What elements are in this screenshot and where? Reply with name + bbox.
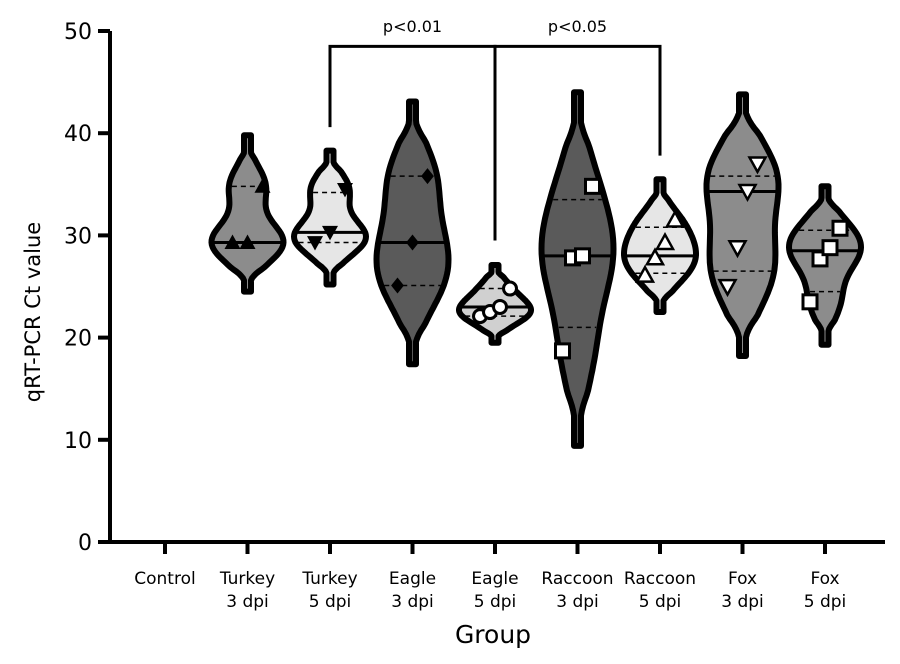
data-point-triangle bbox=[307, 236, 323, 251]
violins-layer bbox=[208, 89, 864, 449]
data-point-circle bbox=[492, 298, 508, 315]
x-tick-label-line2: 5 dpi bbox=[639, 592, 682, 612]
x-tick-label-line2: 3 dpi bbox=[391, 592, 434, 612]
y-tick-label: 50 bbox=[64, 20, 92, 45]
significance-label: p<0.05 bbox=[548, 17, 607, 36]
x-tick-label: Raccoon bbox=[541, 569, 613, 589]
x-tick-label: Fox bbox=[728, 569, 757, 589]
data-point-triangle-open bbox=[644, 247, 666, 266]
data-point-diamond bbox=[421, 168, 434, 185]
x-tick-label-line2: 5 dpi bbox=[474, 592, 517, 612]
markers-layer bbox=[224, 156, 849, 360]
y-tick-label: 10 bbox=[64, 429, 92, 454]
x-tick-label-line2: 5 dpi bbox=[804, 592, 847, 612]
significance-bracket bbox=[493, 44, 662, 241]
x-tick-label-line2: 5 dpi bbox=[309, 592, 352, 612]
data-point-square bbox=[821, 239, 839, 257]
violin-body bbox=[373, 98, 452, 368]
data-point-square bbox=[801, 293, 819, 311]
x-tick-label-line2: 3 dpi bbox=[226, 592, 269, 612]
x-tick-label: Fox bbox=[810, 569, 839, 589]
x-tick-label: Turkey bbox=[301, 569, 357, 589]
x-axis-title: Group bbox=[455, 620, 531, 649]
data-point-triangle-open bbox=[634, 264, 656, 283]
y-tick-label: 30 bbox=[64, 224, 92, 249]
data-point-triangle-open bbox=[717, 278, 738, 298]
x-tick-label: Eagle bbox=[389, 569, 436, 589]
data-point-square bbox=[831, 219, 849, 237]
data-point-square bbox=[574, 247, 591, 265]
data-point-triangle bbox=[239, 234, 256, 249]
data-point-triangle bbox=[224, 234, 241, 249]
y-tick-label: 0 bbox=[78, 531, 92, 556]
x-tick-label: Raccoon bbox=[624, 569, 696, 589]
data-point-triangle-open bbox=[727, 240, 748, 259]
y-axis-title: qRT-PCR Ct value bbox=[21, 222, 45, 402]
data-point-triangle-open bbox=[654, 231, 676, 251]
x-tick-label: Eagle bbox=[471, 569, 518, 589]
significance-label: p<0.01 bbox=[383, 17, 442, 36]
violin-body bbox=[208, 132, 287, 295]
x-tick-label: Control bbox=[134, 569, 195, 589]
data-point-square bbox=[554, 342, 571, 360]
annotations-layer: p<0.01 p<0.05 bbox=[328, 17, 662, 241]
y-tick-label: 40 bbox=[64, 122, 92, 147]
data-point-triangle-open bbox=[664, 209, 686, 228]
violin-body bbox=[291, 147, 369, 288]
data-point-triangle bbox=[322, 225, 338, 241]
data-point-triangle-open bbox=[747, 156, 768, 175]
data-point-circle bbox=[502, 280, 518, 297]
data-point-triangle-open bbox=[737, 183, 758, 203]
data-point-square bbox=[584, 177, 601, 195]
violin-body bbox=[538, 89, 617, 449]
y-tick-label: 20 bbox=[64, 327, 92, 352]
data-point-diamond bbox=[406, 234, 419, 251]
data-point-triangle bbox=[254, 178, 271, 193]
data-point-triangle bbox=[337, 183, 353, 198]
x-tick-label-line2: 3 dpi bbox=[556, 592, 599, 612]
data-point-diamond bbox=[391, 277, 404, 294]
violin-body bbox=[703, 91, 782, 359]
x-tick-label: Turkey bbox=[219, 569, 275, 589]
x-tick-label-line2: 3 dpi bbox=[721, 592, 764, 612]
axes-layer: 0 10 20 30 40 50 Control Turkey 3 dpi Turkey 5 dpi… bbox=[64, 20, 885, 612]
